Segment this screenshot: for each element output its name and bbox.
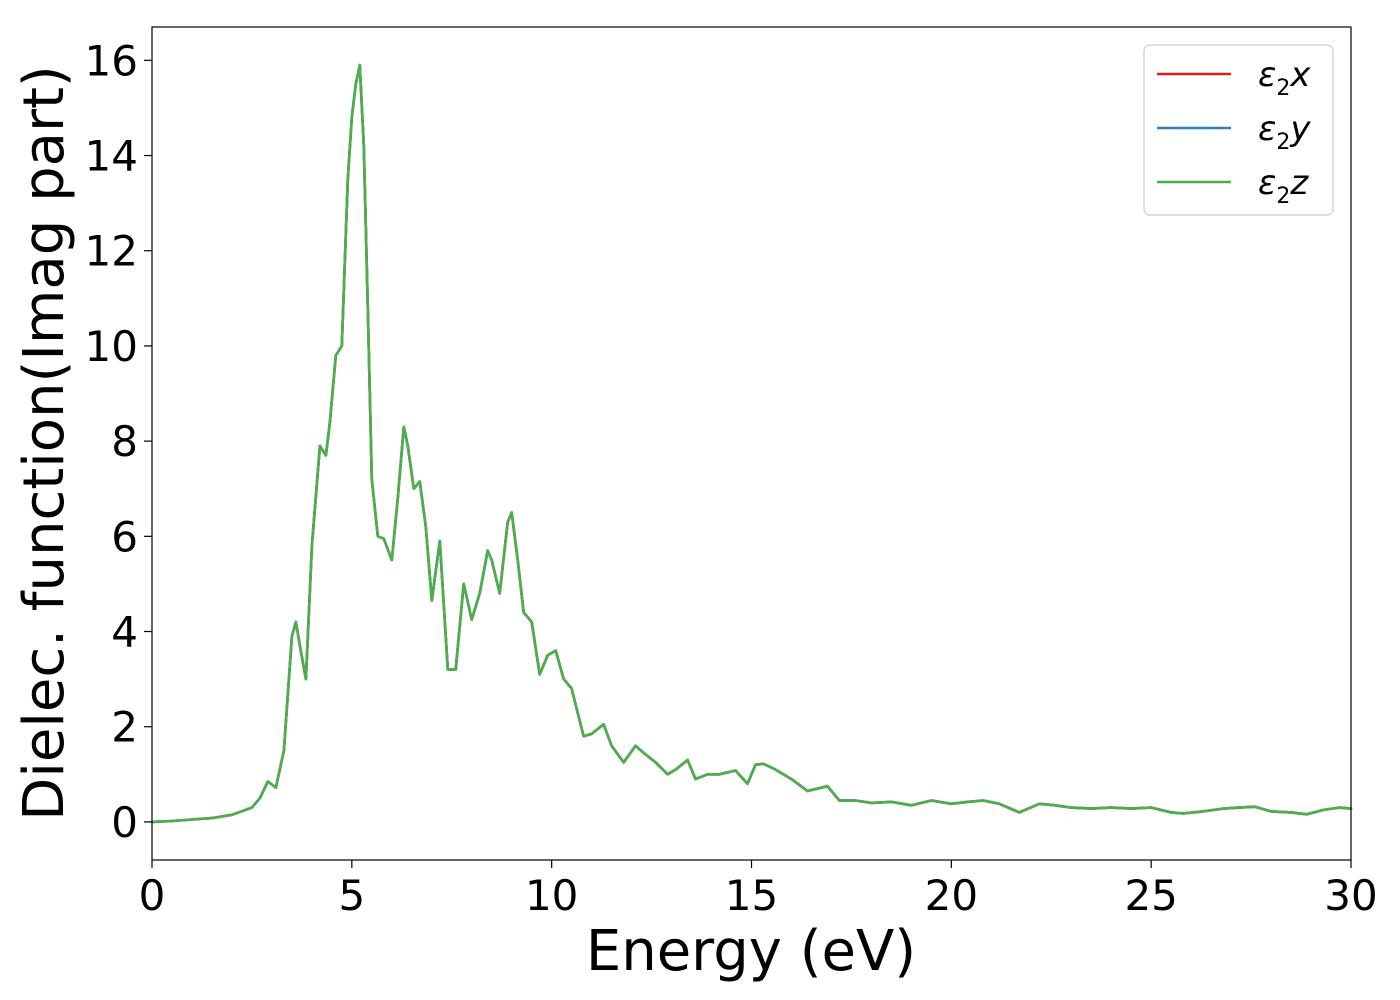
legend-subscript: 2 — [1276, 76, 1290, 101]
x-tick-label: 10 — [525, 871, 578, 920]
series-layer — [150, 63, 1353, 824]
legend-axis: z — [1289, 163, 1309, 203]
y-tick-label: 8 — [111, 417, 138, 466]
y-tick-label: 2 — [111, 703, 138, 752]
y-tick-label: 12 — [85, 227, 138, 276]
y-tick-label: 10 — [85, 322, 138, 371]
legend-symbol: ε — [1258, 163, 1276, 203]
x-tick-label: 20 — [925, 871, 978, 920]
legend-frame — [1143, 44, 1334, 216]
legend-axis: y — [1289, 109, 1311, 149]
x-tick-label: 25 — [1124, 871, 1177, 920]
legend-axis: x — [1289, 55, 1311, 95]
x-tick-label: 15 — [725, 871, 778, 920]
x-axis-title: Energy (eV) — [586, 919, 916, 984]
legend-subscript: 2 — [1276, 184, 1290, 209]
legend-symbol: ε — [1258, 109, 1276, 149]
legend-symbol: ε — [1258, 55, 1276, 95]
y-tick-label: 16 — [85, 36, 138, 85]
y-axis-title: Dielec. function(Imag part) — [12, 65, 77, 821]
y-axis-ticks: 0 2 4 6 8 10 12 14 16 — [85, 36, 152, 847]
x-axis-ticks: 0 5 10 15 20 25 30 — [139, 860, 1378, 920]
y-tick-label: 0 — [111, 798, 138, 847]
y-tick-label: 6 — [111, 512, 138, 561]
legend-label-3: ε2z — [1258, 163, 1309, 209]
legend-subscript: 2 — [1276, 130, 1290, 155]
legend-label-2: ε2y — [1258, 109, 1311, 155]
x-tick-label: 30 — [1324, 871, 1377, 920]
y-tick-label: 14 — [85, 132, 138, 181]
x-tick-label: 5 — [338, 871, 365, 920]
y-tick-label: 4 — [111, 608, 138, 657]
legend-label-1: ε2x — [1258, 55, 1311, 101]
x-tick-label: 0 — [139, 871, 166, 920]
series-line-3 — [150, 63, 1353, 824]
